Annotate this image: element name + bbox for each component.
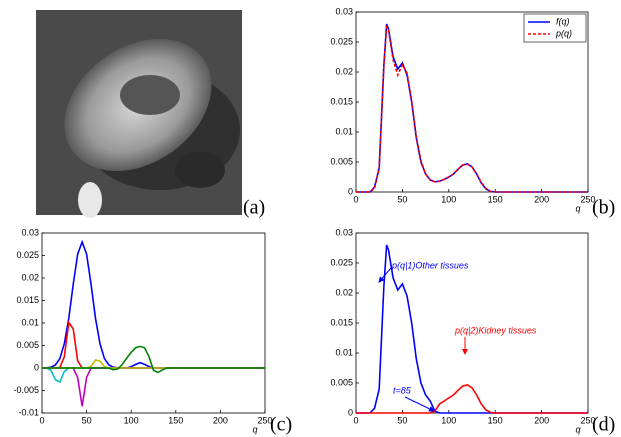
x-tick-label: 0 [353,194,358,204]
y-tick-label: 0.01 [335,126,353,136]
annotation: p(q|1)Other tissues [391,260,469,270]
y-tick-label: 0 [348,186,353,196]
y-tick-label: 0.01 [21,317,39,327]
panel-label: (a) [243,197,265,219]
y-tick-label: 0 [348,407,353,417]
annotation: t=85 [393,385,412,395]
y-tick-label: 0.03 [335,227,353,237]
x-tick-label: 100 [441,194,456,204]
y-tick-label: 0.005 [16,340,39,350]
x-axis-label: q [575,203,580,213]
y-tick-label: 0.005 [330,156,353,166]
y-tick-label: 0.03 [335,6,353,16]
y-tick-label: 0.01 [335,347,353,357]
x-tick-label: 150 [168,415,183,425]
legend-label: p(q) [555,28,572,38]
y-tick-label: 0.005 [330,377,353,387]
y-tick-label: 0.025 [330,257,353,267]
plot-area [42,233,265,413]
y-tick-label: 0 [34,362,39,372]
y-tick-label: 0.03 [21,227,39,237]
x-tick-label: 150 [488,415,503,425]
figure: (a) 0 0.005 0.01 0.015 0.02 0.025 0.03 0 50 100 15… [0,0,621,437]
x-tick-label: 200 [534,194,549,204]
x-tick-label: 150 [488,194,503,204]
x-tick-label: 50 [82,415,92,425]
mri-image [36,10,242,218]
y-tick-label: 0.02 [335,287,353,297]
y-tick-label: -0.005 [13,385,39,395]
y-tick-label: 0.02 [21,272,39,282]
x-tick-label: 0 [353,415,358,425]
x-tick-label: 0 [39,415,44,425]
panel-label: (c) [270,414,292,436]
x-tick-label: 200 [213,415,228,425]
y-tick-label: 0.025 [330,36,353,46]
panel-label: (b) [592,197,615,219]
y-tick-label: 0.015 [16,295,39,305]
y-tick-label: 0.02 [335,66,353,76]
x-tick-label: 100 [124,415,139,425]
panel-label: (d) [592,414,615,436]
y-tick-label: 0.015 [330,317,353,327]
legend-label: f(q) [556,16,570,26]
x-tick-label: 200 [534,415,549,425]
y-tick-label: -0.01 [18,407,39,417]
x-axis-label: q [575,424,580,434]
x-axis-label: q [252,424,257,434]
x-tick-label: 50 [397,194,407,204]
x-tick-label: 100 [441,415,456,425]
y-tick-label: 0.025 [16,250,39,260]
y-tick-label: 0.015 [330,96,353,106]
annotation: p(q|2)Kidney tissues [454,325,537,335]
x-tick-label: 50 [397,415,407,425]
legend-box [524,14,586,42]
